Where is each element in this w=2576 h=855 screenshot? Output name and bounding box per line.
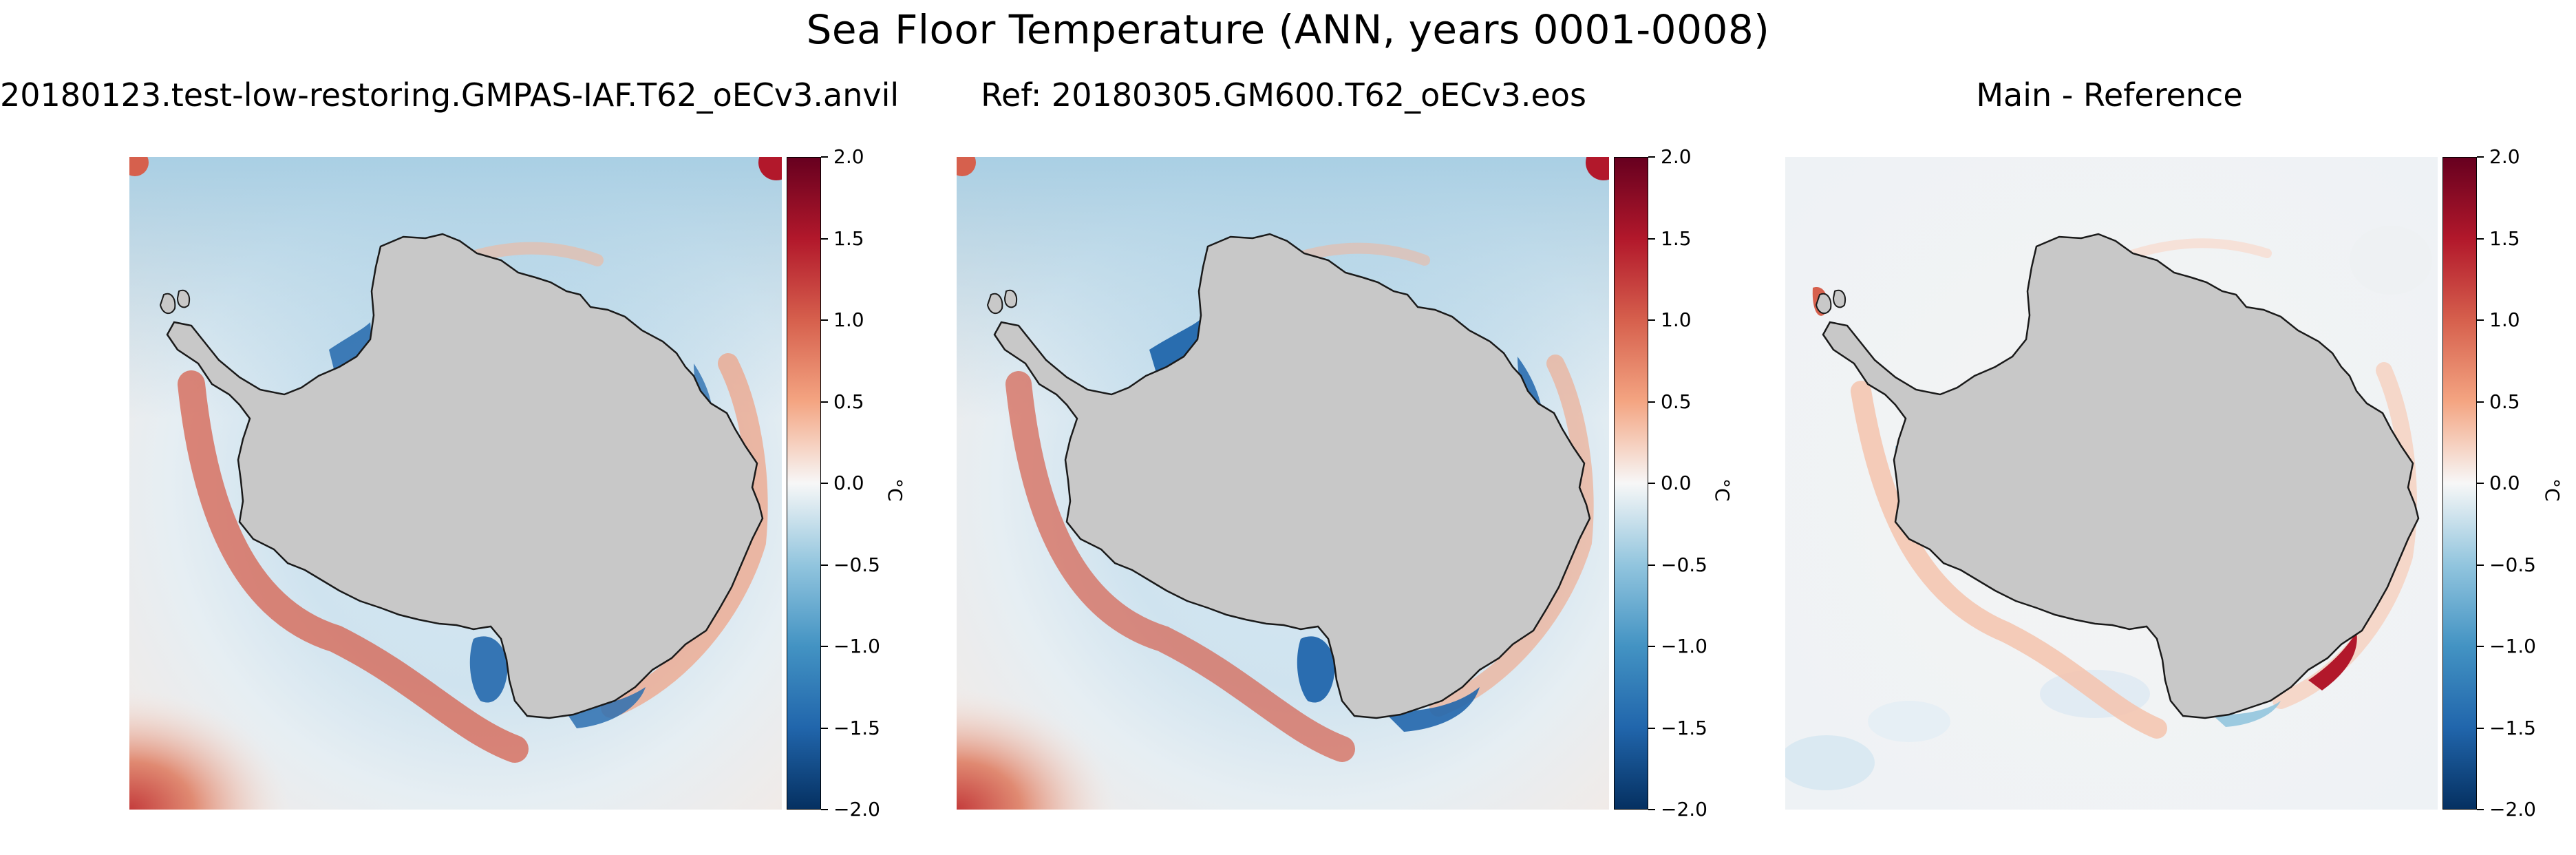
panel-difference: Main - Reference (1748, 0, 2576, 855)
tick-label: −2.0 (1648, 798, 1731, 821)
colorbar-main-unit: °C (884, 478, 906, 502)
tick-label: 0.5 (1648, 390, 1731, 414)
tick-label: −0.5 (1648, 553, 1731, 577)
tick-label: −2.0 (2477, 798, 2559, 821)
colorbar-main (787, 157, 821, 810)
tick-label: 0.0 (1648, 472, 1731, 495)
tick-label: 2.0 (1648, 145, 1731, 169)
island-outline-2 (1003, 289, 1017, 308)
tick-label: −0.5 (2477, 553, 2559, 577)
map-main (129, 157, 782, 810)
tick-label: 0.5 (2477, 390, 2559, 414)
panel-main: 20180123.test-low-restoring.GMPAS-IAF.T6… (0, 0, 922, 855)
tick-label: −1.0 (1648, 635, 1731, 658)
tick-label: 1.0 (1648, 308, 1731, 332)
panel-reference-title: Ref: 20180305.GM600.T62_oECv3.eos (981, 76, 1586, 114)
panel-reference: Ref: 20180305.GM600.T62_oECv3.eos (922, 0, 1748, 855)
tick-label: 1.0 (821, 308, 904, 332)
tick-label: 1.5 (821, 227, 904, 251)
antarctica-land (993, 233, 1591, 719)
map-reference (957, 157, 1609, 810)
island-outline (986, 293, 1003, 315)
corner-warm-dot (1586, 157, 1609, 180)
island-outline (1815, 293, 1832, 315)
tick-label: 1.0 (2477, 308, 2559, 332)
tick-label: 2.0 (821, 145, 904, 169)
island-outline (159, 293, 176, 315)
tick-label: −1.5 (1648, 717, 1731, 740)
corner-warm-dot-2 (129, 157, 149, 176)
colorbar-difference-ticks: 2.0 1.5 1.0 0.5 0.0 −0.5 −1.0 −1.5 −2.0 (2477, 145, 2559, 821)
colorbar-difference (2442, 157, 2477, 810)
panel-difference-title: Main - Reference (1976, 76, 2243, 114)
antarctica-land (166, 233, 764, 719)
tick-label: 0.0 (821, 472, 904, 495)
corner-warm-dot (758, 157, 782, 180)
colorbar-reference (1614, 157, 1648, 810)
cold-shelf-patches (329, 322, 714, 728)
colorbar-reference-unit: °C (1711, 478, 1734, 502)
tick-label: −1.0 (2477, 635, 2559, 658)
corner-warm-dot-2 (957, 157, 976, 176)
tick-label: 0.5 (821, 390, 904, 414)
panel-main-title: 20180123.test-low-restoring.GMPAS-IAF.T6… (0, 76, 900, 114)
colorbar-difference-unit: °C (2541, 478, 2564, 502)
antarctica-land (1822, 233, 2420, 719)
colorbar-main-ticks: 2.0 1.5 1.0 0.5 0.0 −0.5 −1.0 −1.5 −2.0 (821, 145, 904, 821)
island-outline-2 (176, 289, 190, 308)
tick-label: −1.5 (821, 717, 904, 740)
tick-label: −1.5 (2477, 717, 2559, 740)
figure-title: Sea Floor Temperature (ANN, years 0001-0… (806, 6, 1770, 53)
tick-label: 2.0 (2477, 145, 2559, 169)
tick-label: 1.5 (1648, 227, 1731, 251)
tick-label: −0.5 (821, 553, 904, 577)
island-outline-2 (1832, 289, 1846, 308)
map-difference (1785, 157, 2438, 810)
tick-label: 0.0 (2477, 472, 2559, 495)
colorbar-reference-ticks: 2.0 1.5 1.0 0.5 0.0 −0.5 −1.0 −1.5 −2.0 (1648, 145, 1731, 821)
tick-label: 1.5 (2477, 227, 2559, 251)
tick-label: −2.0 (821, 798, 904, 821)
tick-label: −1.0 (821, 635, 904, 658)
